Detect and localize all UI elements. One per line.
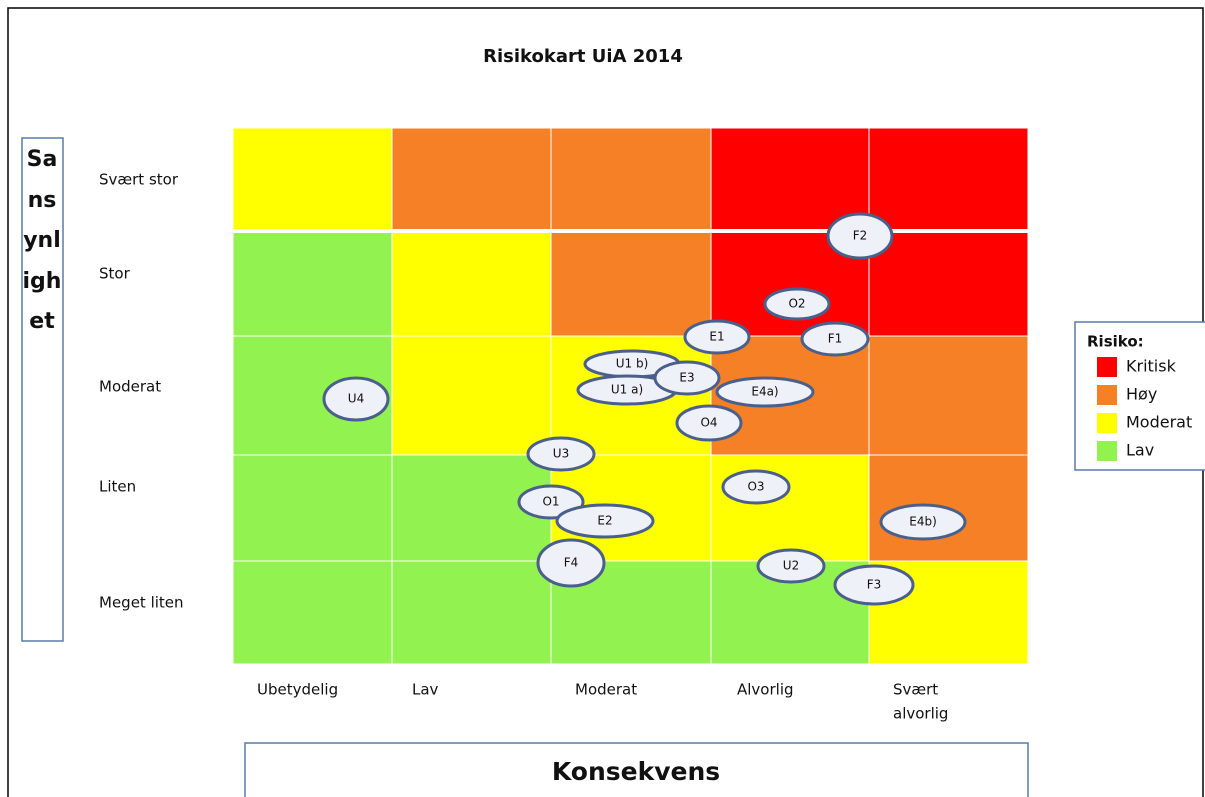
risk-label: E1 (709, 330, 724, 344)
risk-bubble (879, 503, 967, 541)
row-label: Liten (99, 478, 136, 496)
cell (868, 335, 1029, 456)
risk-bubble (756, 548, 826, 584)
risk-bubble (322, 376, 390, 422)
cell (391, 127, 552, 232)
cell (391, 230, 552, 337)
risk-bubble (800, 321, 870, 357)
row-label: Stor (99, 265, 131, 283)
risk-label: E2 (597, 514, 612, 528)
column-label: Alvorlig (737, 681, 794, 699)
risk-label: E4a) (751, 385, 778, 399)
risk-label: U4 (348, 392, 364, 406)
risk-label: U1 a) (611, 383, 643, 397)
risk-bubble (555, 503, 655, 539)
risk-bubble (653, 360, 721, 396)
legend-label: Høy (1126, 385, 1157, 404)
title: Risikokart UiA 2014 (483, 46, 683, 67)
cell (232, 560, 393, 665)
risk-label: O4 (700, 416, 717, 430)
risk-label: F4 (564, 556, 579, 570)
legend-label: Lav (1126, 441, 1154, 460)
cell (550, 127, 712, 232)
cell (232, 454, 393, 562)
column-label: alvorlig (893, 705, 948, 723)
cell (391, 335, 552, 456)
cell (391, 560, 552, 665)
x-axis-label: Konsekvens (552, 757, 720, 786)
column-label: Ubetydelig (257, 681, 338, 699)
risk-label: F3 (867, 578, 882, 592)
risk-bubble (715, 376, 815, 408)
row-label: Meget liten (99, 594, 184, 612)
risk-label: E3 (679, 371, 694, 385)
x-axis-box (244, 742, 1029, 797)
risk-bubble (826, 212, 894, 260)
cell (232, 230, 393, 337)
column-label: Moderat (575, 681, 637, 699)
row-label: Moderat (99, 378, 161, 396)
legend-title: Risiko: (1087, 333, 1144, 351)
risk-label: U1 b) (616, 357, 649, 371)
risk-label: E4b) (909, 515, 937, 529)
cell (868, 127, 1029, 232)
risk-bubble (675, 404, 743, 442)
legend-swatch (1097, 357, 1117, 377)
legend-swatch (1097, 385, 1117, 405)
legend-swatch (1097, 441, 1117, 461)
risk-label: U3 (553, 447, 569, 461)
legend-box (1074, 321, 1205, 471)
risk-bubble (683, 319, 751, 355)
risk-label: O1 (542, 495, 559, 509)
cell (550, 230, 712, 337)
cell (710, 454, 870, 562)
risk-label: F1 (828, 332, 843, 346)
cell (232, 127, 393, 232)
risk-label: O2 (788, 297, 805, 311)
risk-bubble (536, 538, 606, 588)
row-label: Svært stor (99, 171, 179, 189)
legend-swatch (1097, 413, 1117, 433)
risk-bubble (763, 287, 831, 321)
cell (868, 230, 1029, 337)
risk-label: F2 (853, 229, 868, 243)
risk-bubble (833, 564, 915, 606)
column-label: Lav (412, 681, 439, 699)
risk-bubble (721, 469, 791, 505)
risk-label: U2 (783, 559, 799, 573)
column-label: Svært (893, 681, 938, 699)
risk-bubble (526, 436, 596, 472)
y-axis-label: Sansynlighet (22, 147, 62, 334)
risk-label: O3 (747, 480, 764, 494)
y-axis-box (21, 137, 64, 642)
legend-label: Kritisk (1126, 357, 1177, 376)
legend-label: Moderat (1126, 413, 1192, 432)
